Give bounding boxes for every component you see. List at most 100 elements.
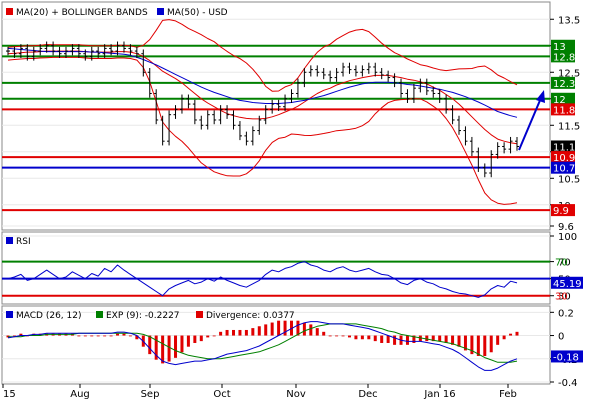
divergence-bar bbox=[83, 335, 87, 337]
divergence-bar bbox=[347, 335, 351, 338]
trend-arrow bbox=[518, 90, 545, 151]
price-series bbox=[7, 19, 518, 205]
divergence-bar bbox=[463, 335, 467, 351]
price-level-lines bbox=[2, 44, 550, 212]
price-tick-label: 11.5 bbox=[558, 121, 580, 132]
divergence-bar bbox=[116, 333, 120, 336]
macd-tick-label: 0 bbox=[558, 332, 564, 343]
level-tag bbox=[551, 151, 575, 164]
macd-panel-frame bbox=[1, 305, 551, 385]
ma50-line bbox=[7, 47, 518, 118]
divergence-bar bbox=[380, 335, 384, 343]
divergence-bar bbox=[322, 331, 326, 336]
x-tick-label: Nov bbox=[286, 389, 306, 400]
divergence-bar bbox=[154, 335, 158, 360]
exp-line bbox=[8, 323, 518, 363]
level-tag bbox=[551, 103, 575, 116]
x-tick-label: Sep bbox=[141, 389, 160, 400]
divergence-bar bbox=[367, 335, 371, 340]
x-tick-label: Feb bbox=[499, 389, 517, 400]
divergence-bar bbox=[128, 335, 132, 337]
level-tag bbox=[551, 76, 575, 89]
x-tick-label: Dec bbox=[358, 389, 377, 400]
macd-legend-label: MACD (26, 12) bbox=[16, 311, 82, 321]
divergence-bar bbox=[483, 335, 487, 356]
divergence-bar bbox=[496, 335, 500, 345]
level-tag-label: 10.7 bbox=[553, 164, 575, 175]
divergence-bar bbox=[270, 322, 274, 336]
divergence-bar bbox=[489, 335, 493, 353]
divergence-bar bbox=[373, 335, 377, 342]
rsi-level-label: 70 bbox=[555, 258, 568, 269]
price-tick-label: 12.5 bbox=[558, 68, 580, 79]
level-tag-label: 12.3 bbox=[553, 79, 575, 90]
divergence-bar bbox=[515, 331, 519, 336]
x-tick-label: 15 bbox=[3, 389, 16, 400]
divergence-bar bbox=[96, 335, 100, 337]
divergence-bar bbox=[470, 335, 474, 355]
macd-series bbox=[7, 321, 518, 371]
divergence-bar bbox=[193, 335, 197, 343]
divergence-bar bbox=[19, 333, 23, 336]
divergence-bar bbox=[360, 335, 364, 340]
ma50-legend-label: MA(50) - USD bbox=[167, 8, 228, 18]
divergence-bar bbox=[476, 335, 480, 356]
level-tag bbox=[551, 204, 575, 217]
divergence-bar bbox=[283, 320, 287, 336]
macd-line bbox=[7, 321, 518, 371]
divergence-bar bbox=[199, 335, 203, 342]
divergence-bar bbox=[174, 335, 178, 358]
rsi-value-label: 45.19 bbox=[553, 279, 582, 290]
price-tick-label: 13.5 bbox=[558, 15, 580, 26]
macd-value-tag bbox=[551, 350, 583, 363]
divergence-bar bbox=[12, 335, 16, 337]
macd-tick-label: 0.2 bbox=[558, 308, 574, 319]
divergence-bar bbox=[180, 335, 184, 353]
divergence-bar bbox=[405, 335, 409, 345]
divergence-bar bbox=[103, 335, 107, 337]
level-tag-label: 12.8 bbox=[553, 52, 575, 63]
bollinger-upper-line bbox=[7, 19, 518, 92]
x-tick-label: Jan 16 bbox=[423, 389, 455, 400]
divergence-bar bbox=[393, 335, 397, 345]
ma20-legend-label: MA(20) + BOLLINGER BANDS bbox=[16, 8, 148, 18]
x-axis-labels: 15 Aug Sep Oct Nov Dec Jan 16 Feb bbox=[2, 384, 517, 400]
bollinger-lower-line bbox=[7, 56, 518, 205]
divergence-bar bbox=[425, 335, 429, 342]
price-legend: MA(20) + BOLLINGER BANDS MA(50) - USD bbox=[6, 8, 228, 18]
ma20-legend-swatch bbox=[6, 8, 13, 15]
rsi-tick-label: 30 bbox=[558, 292, 571, 303]
divergence-bar bbox=[206, 335, 210, 338]
divergence-bar bbox=[219, 331, 223, 336]
divergence-bar bbox=[232, 329, 236, 336]
level-tag-label: 11.1 bbox=[553, 142, 575, 153]
price-panel-frame bbox=[1, 1, 551, 231]
divergence-bar bbox=[502, 335, 506, 340]
level-tag-label: 13 bbox=[553, 42, 566, 53]
divergence-bar bbox=[109, 335, 113, 337]
price-bars bbox=[6, 41, 519, 178]
divergence-bar bbox=[257, 326, 261, 336]
divergence-bar bbox=[315, 328, 319, 336]
divergence-bar bbox=[251, 328, 255, 336]
macd-legend: MACD (26, 12) EXP (9): -0.2227 Divergenc… bbox=[6, 311, 295, 321]
divergence-bar bbox=[302, 322, 306, 336]
exp-legend-swatch bbox=[96, 311, 103, 318]
x-tick-label: Aug bbox=[70, 389, 90, 400]
divergence-bar bbox=[135, 335, 139, 340]
level-tag-label: 12 bbox=[553, 95, 566, 106]
divergence-bar bbox=[457, 335, 461, 347]
divergence-bar bbox=[341, 335, 345, 337]
divergence-bar bbox=[167, 335, 171, 362]
divergence-bar bbox=[309, 324, 313, 336]
divergence-bar bbox=[386, 335, 390, 343]
divergence-bar bbox=[412, 335, 416, 343]
macd-y-axis: 0.20-0.2-0.4-0.18 bbox=[550, 308, 583, 389]
divergence-bar bbox=[277, 320, 281, 336]
rsi-legend-label: RSI bbox=[16, 237, 31, 247]
divergence-bar bbox=[244, 329, 248, 336]
rsi-level-label: 30 bbox=[555, 292, 568, 303]
